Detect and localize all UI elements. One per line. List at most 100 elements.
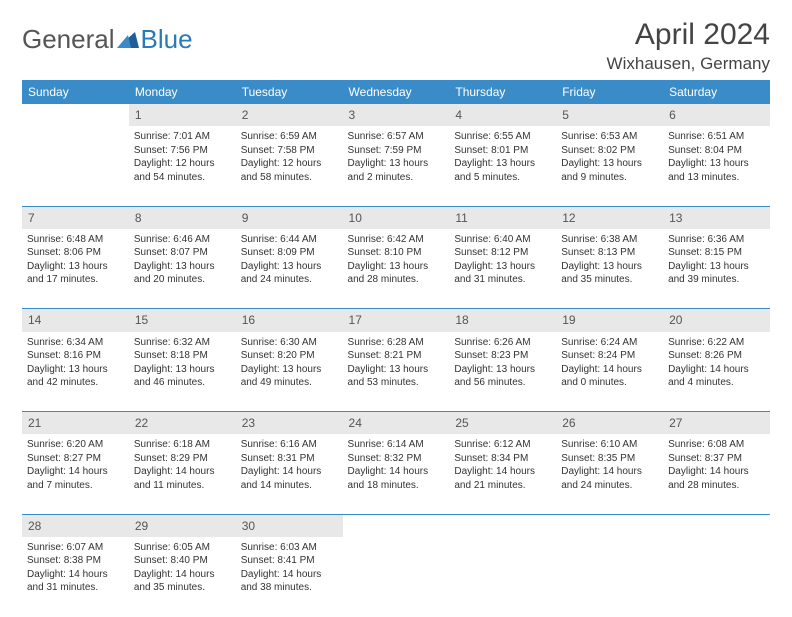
day-data-row: Sunrise: 7:01 AMSunset: 7:56 PM Daylight:… — [22, 126, 770, 206]
day-cell-line: Sunset: 8:38 PM — [27, 554, 124, 568]
day-cell: Sunrise: 6:34 AMSunset: 8:16 PMDaylight:… — [22, 332, 129, 412]
day-number: 16 — [236, 309, 343, 332]
day-cell-line: and 7 minutes. — [27, 479, 124, 493]
day-cell-line: Sunset: 8:20 PM — [241, 349, 338, 363]
day-cell-line: Sunrise: 6:16 AM — [241, 438, 338, 452]
day-number: 13 — [663, 206, 770, 229]
day-cell-line: and 4 minutes. — [668, 376, 765, 390]
day-cell-line: and 42 minutes. — [27, 376, 124, 390]
day-cell-line: Daylight: 13 hours — [348, 260, 445, 274]
day-cell-line: Sunrise: 6:55 AM — [454, 130, 551, 144]
day-cell-line: and 18 minutes. — [348, 479, 445, 493]
day-number: 1 — [129, 104, 236, 126]
day-cell-line: Daylight: 13 hours — [348, 157, 445, 171]
day-cell-line: Sunrise: 6:08 AM — [668, 438, 765, 452]
day-cell-line: and 31 minutes. — [454, 273, 551, 287]
day-cell-line: Daylight: 13 hours — [454, 260, 551, 274]
day-cell-line: Daylight: 14 hours — [454, 465, 551, 479]
day-cell-line: Sunset: 8:06 PM — [27, 246, 124, 260]
day-number: 17 — [343, 309, 450, 332]
day-cell: Sunrise: 6:51 AMSunset: 8:04 PMDaylight:… — [663, 126, 770, 206]
day-cell-line: Sunset: 8:41 PM — [241, 554, 338, 568]
day-cell-line: and 49 minutes. — [241, 376, 338, 390]
day-cell: Sunrise: 6:18 AMSunset: 8:29 PMDaylight:… — [129, 434, 236, 514]
title-block: April 2024 Wixhausen, Germany — [607, 18, 770, 74]
day-cell-line: Sunset: 7:58 PM — [241, 144, 338, 158]
day-number: 4 — [449, 104, 556, 126]
day-cell-line: Sunset: 8:24 PM — [561, 349, 658, 363]
day-number: 23 — [236, 412, 343, 435]
day-cell-line: Sunrise: 6:44 AM — [241, 233, 338, 247]
day-cell: Sunrise: 6:24 AMSunset: 8:24 PMDaylight:… — [556, 332, 663, 412]
day-cell-line: and 17 minutes. — [27, 273, 124, 287]
day-number: 15 — [129, 309, 236, 332]
day-cell-line: and 13 minutes. — [668, 171, 765, 185]
day-cell-line: Sunrise: 7:01 AM — [134, 130, 231, 144]
day-number: 20 — [663, 309, 770, 332]
day-cell: Sunrise: 6:28 AMSunset: 8:21 PMDaylight:… — [343, 332, 450, 412]
day-cell-line: and 46 minutes. — [134, 376, 231, 390]
day-cell-line: Daylight: 14 hours — [561, 465, 658, 479]
day-cell-line: and 9 minutes. — [561, 171, 658, 185]
day-cell-line: Daylight: 14 hours — [241, 465, 338, 479]
day-number-row: 78910111213 — [22, 206, 770, 229]
calendar-table: SundayMondayTuesdayWednesdayThursdayFrid… — [22, 80, 770, 617]
day-cell: Sunrise: 6:32 AMSunset: 8:18 PMDaylight:… — [129, 332, 236, 412]
day-cell-line: Sunrise: 6:20 AM — [27, 438, 124, 452]
day-cell-line: Daylight: 13 hours — [241, 363, 338, 377]
day-data-row: Sunrise: 6:34 AMSunset: 8:16 PMDaylight:… — [22, 332, 770, 412]
day-cell-line: and 28 minutes. — [668, 479, 765, 493]
day-cell-line: Sunrise: 6:18 AM — [134, 438, 231, 452]
day-data-row: Sunrise: 6:07 AMSunset: 8:38 PMDaylight:… — [22, 537, 770, 617]
day-number — [22, 104, 129, 126]
day-cell: Sunrise: 6:53 AMSunset: 8:02 PMDaylight:… — [556, 126, 663, 206]
day-number: 22 — [129, 412, 236, 435]
day-cell-line: and 54 minutes. — [134, 171, 231, 185]
day-cell-line: Daylight: 14 hours — [668, 363, 765, 377]
day-cell-line: Sunrise: 6:28 AM — [348, 336, 445, 350]
day-cell-line: Sunrise: 6:53 AM — [561, 130, 658, 144]
day-cell-line: Sunrise: 6:57 AM — [348, 130, 445, 144]
day-number: 10 — [343, 206, 450, 229]
logo: General Blue — [22, 18, 193, 55]
day-cell: Sunrise: 6:57 AMSunset: 7:59 PMDaylight:… — [343, 126, 450, 206]
day-number: 7 — [22, 206, 129, 229]
day-number-row: 14151617181920 — [22, 309, 770, 332]
day-cell-line: Sunrise: 6:51 AM — [668, 130, 765, 144]
day-cell: Sunrise: 6:26 AMSunset: 8:23 PMDaylight:… — [449, 332, 556, 412]
day-cell-line: Sunset: 8:07 PM — [134, 246, 231, 260]
day-cell-line: Sunrise: 6:38 AM — [561, 233, 658, 247]
day-number: 18 — [449, 309, 556, 332]
day-cell-line: Daylight: 14 hours — [27, 465, 124, 479]
day-cell-line: Sunrise: 6:24 AM — [561, 336, 658, 350]
day-cell-line: Sunset: 8:18 PM — [134, 349, 231, 363]
day-number: 28 — [22, 514, 129, 537]
day-number — [343, 514, 450, 537]
day-cell-line: and 28 minutes. — [348, 273, 445, 287]
day-number: 6 — [663, 104, 770, 126]
day-cell: Sunrise: 6:05 AMSunset: 8:40 PMDaylight:… — [129, 537, 236, 617]
day-cell-line: Daylight: 14 hours — [27, 568, 124, 582]
day-cell-line: Sunrise: 6:10 AM — [561, 438, 658, 452]
day-cell-line: Sunset: 7:56 PM — [134, 144, 231, 158]
day-number: 29 — [129, 514, 236, 537]
day-cell-line: Sunset: 8:23 PM — [454, 349, 551, 363]
weekday-header: Monday — [129, 80, 236, 104]
day-cell-line: Sunrise: 6:48 AM — [27, 233, 124, 247]
day-cell-line: Daylight: 14 hours — [241, 568, 338, 582]
day-cell-line: Sunset: 8:21 PM — [348, 349, 445, 363]
day-number: 27 — [663, 412, 770, 435]
day-cell: Sunrise: 6:40 AMSunset: 8:12 PMDaylight:… — [449, 229, 556, 309]
day-cell: Sunrise: 6:22 AMSunset: 8:26 PMDaylight:… — [663, 332, 770, 412]
day-cell — [663, 537, 770, 617]
day-cell-line: Daylight: 14 hours — [134, 568, 231, 582]
day-cell-line: Sunrise: 6:03 AM — [241, 541, 338, 555]
day-number-row: 282930 — [22, 514, 770, 537]
day-cell-line: Daylight: 14 hours — [134, 465, 231, 479]
day-cell-line: Sunset: 8:32 PM — [348, 452, 445, 466]
day-cell-line: and 24 minutes. — [561, 479, 658, 493]
day-cell: Sunrise: 6:38 AMSunset: 8:13 PMDaylight:… — [556, 229, 663, 309]
day-cell-line: Sunrise: 6:14 AM — [348, 438, 445, 452]
day-cell-line: Sunset: 8:09 PM — [241, 246, 338, 260]
day-cell-line: Sunset: 8:10 PM — [348, 246, 445, 260]
